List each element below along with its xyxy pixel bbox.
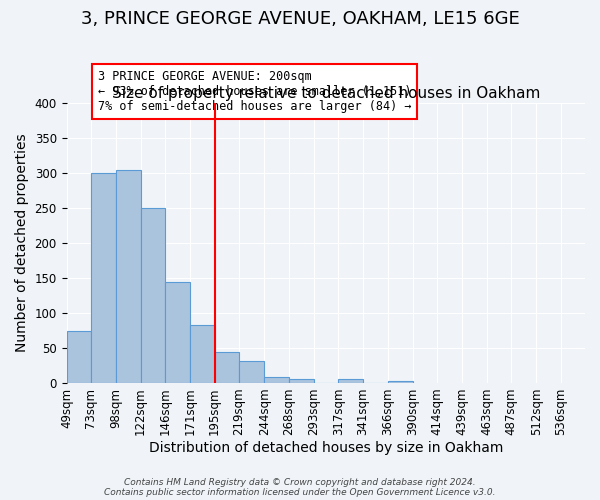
Title: Size of property relative to detached houses in Oakham: Size of property relative to detached ho… xyxy=(112,86,540,101)
Bar xyxy=(165,282,190,383)
Bar xyxy=(116,170,140,383)
Bar xyxy=(289,380,314,383)
Bar xyxy=(338,380,363,383)
Bar xyxy=(265,376,289,383)
Bar xyxy=(215,352,239,383)
Bar xyxy=(388,381,413,383)
Bar xyxy=(190,325,215,383)
Text: 3 PRINCE GEORGE AVENUE: 200sqm
← 93% of detached houses are smaller (1,151)
7% o: 3 PRINCE GEORGE AVENUE: 200sqm ← 93% of … xyxy=(98,70,412,114)
Text: 3, PRINCE GEORGE AVENUE, OAKHAM, LE15 6GE: 3, PRINCE GEORGE AVENUE, OAKHAM, LE15 6G… xyxy=(80,10,520,28)
Bar xyxy=(239,360,265,383)
X-axis label: Distribution of detached houses by size in Oakham: Distribution of detached houses by size … xyxy=(149,441,503,455)
Y-axis label: Number of detached properties: Number of detached properties xyxy=(15,134,29,352)
Text: Contains HM Land Registry data © Crown copyright and database right 2024.
Contai: Contains HM Land Registry data © Crown c… xyxy=(104,478,496,497)
Bar xyxy=(67,330,91,383)
Bar xyxy=(140,208,165,383)
Bar xyxy=(91,174,116,383)
